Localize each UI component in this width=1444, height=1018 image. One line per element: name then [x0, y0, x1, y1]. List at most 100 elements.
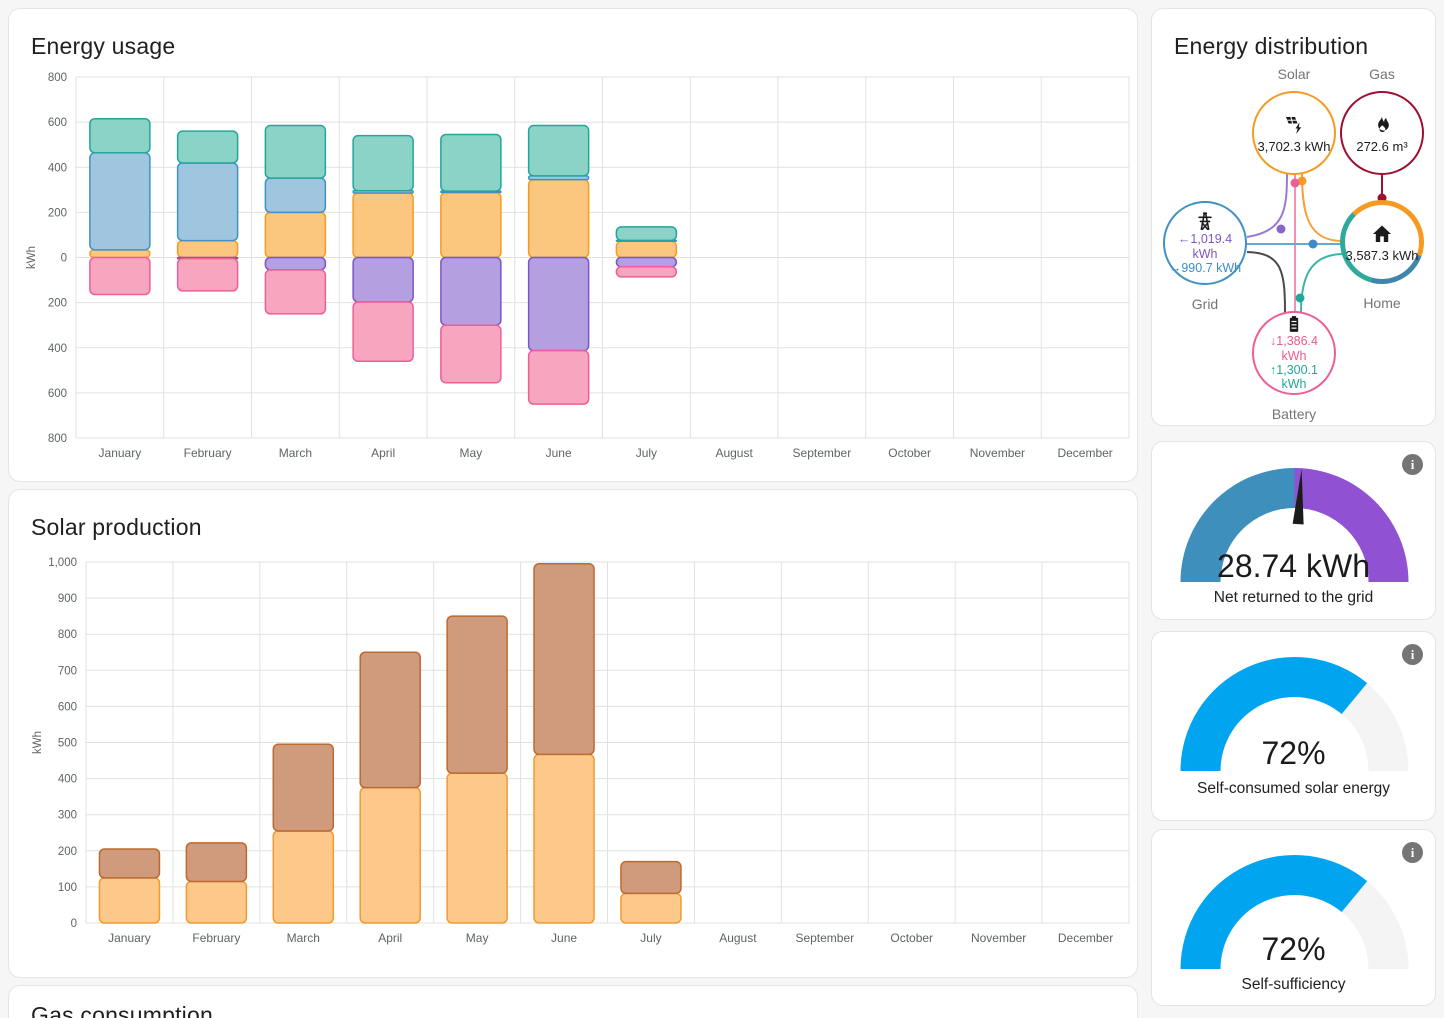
svg-text:200: 200	[58, 846, 77, 858]
self-consumed-gauge	[1180, 657, 1409, 771]
grid-import-value: →990.7 kWh	[1168, 261, 1242, 276]
grid-node-label: Grid	[1191, 296, 1219, 312]
svg-text:June: June	[546, 446, 572, 460]
flow-dot-battery-charge	[1290, 178, 1300, 188]
svg-text:July: July	[636, 446, 657, 460]
svg-text:July: July	[640, 931, 661, 945]
svg-text:600: 600	[58, 701, 77, 713]
svg-text:300: 300	[58, 810, 77, 822]
svg-text:September: September	[795, 931, 854, 945]
svg-text:November: November	[970, 446, 1025, 460]
gas-consumption-title: Gas consumption	[31, 1002, 213, 1018]
self-sufficiency-gauge-card: i 72% Self-sufficiency	[1151, 829, 1436, 1006]
flow-dot-return	[1276, 224, 1286, 234]
svg-text:500: 500	[58, 738, 77, 750]
net-returned-label: Net returned to the grid	[1213, 589, 1374, 606]
svg-text:700: 700	[58, 665, 77, 677]
self-consumed-value: 72%	[1261, 735, 1326, 771]
info-icon[interactable]: i	[1402, 454, 1423, 475]
svg-text:1,000: 1,000	[48, 557, 77, 569]
svg-text:September: September	[793, 446, 852, 460]
svg-text:March: March	[279, 446, 312, 460]
svg-text:100: 100	[58, 882, 77, 894]
gas-node[interactable]: Gas 272.6 m³	[1340, 66, 1424, 175]
solar-production-title: Solar production	[31, 514, 202, 540]
solar-node[interactable]: Solar 3,702.3 kWh	[1252, 66, 1336, 175]
self-sufficiency-label: Self-sufficiency	[1241, 976, 1346, 993]
solar-panel-icon	[1286, 116, 1302, 134]
svg-text:600: 600	[48, 117, 67, 129]
fire-icon	[1378, 115, 1389, 132]
svg-text:0: 0	[71, 918, 77, 930]
svg-text:200: 200	[48, 207, 67, 219]
gas-node-label: Gas	[1369, 66, 1395, 82]
gas-node-value: 272.6 m³	[1356, 138, 1408, 154]
svg-text:200: 200	[48, 298, 67, 310]
svg-text:December: December	[1058, 931, 1113, 945]
flow-dot-grid	[1308, 239, 1318, 249]
svg-text:900: 900	[58, 593, 77, 605]
energy-usage-card: Energy usage 800 600 400 200 0 200 400 600 800 Ja…	[8, 8, 1138, 482]
solar-production-chart[interactable]: 0 100 200 300 400 500 600 700 800 900 1,000 January…	[9, 490, 1137, 977]
solar-node-label: Solar	[1277, 66, 1311, 82]
svg-text:kWh: kWh	[32, 731, 44, 754]
home-node-label: Home	[1363, 295, 1401, 311]
svg-text:400: 400	[48, 162, 67, 174]
grid-node[interactable]: ←1,019.4 kWh →990.7 kWh Grid	[1163, 201, 1247, 312]
svg-text:August: August	[715, 446, 753, 460]
svg-text:January: January	[99, 446, 142, 460]
svg-text:April: April	[378, 931, 402, 945]
home-node[interactable]: 3,587.3 kWh Home	[1340, 200, 1424, 311]
flow-dot-solar	[1297, 176, 1307, 186]
solar-node-value: 3,702.3 kWh	[1257, 138, 1331, 154]
home-node-value: 3,587.3 kWh	[1345, 247, 1419, 263]
battery-node[interactable]: ↓1,386.4 kWh ↑1,300.1 kWh Battery	[1252, 311, 1336, 422]
svg-text:November: November	[971, 931, 1026, 945]
flow-grid-to-battery	[1246, 251, 1286, 314]
svg-text:600: 600	[48, 388, 67, 400]
net-returned-gauge	[1180, 468, 1409, 582]
info-icon[interactable]: i	[1402, 842, 1423, 863]
flow-solar-to-grid	[1246, 172, 1288, 238]
svg-text:August: August	[719, 931, 757, 945]
svg-text:December: December	[1057, 446, 1112, 460]
self-consumed-gauge-card: i 72% Self-consumed solar energy	[1151, 631, 1436, 821]
svg-text:kWh: kWh	[26, 246, 38, 269]
svg-text:January: January	[108, 931, 151, 945]
svg-text:June: June	[551, 931, 577, 945]
svg-text:400: 400	[58, 774, 77, 786]
net-returned-value: 28.74 kWh	[1217, 548, 1370, 584]
svg-text:0: 0	[61, 253, 67, 265]
home-icon	[1373, 225, 1391, 242]
energy-distribution-title: Energy distribution	[1174, 33, 1369, 59]
svg-text:April: April	[371, 446, 395, 460]
svg-text:May: May	[460, 446, 483, 460]
self-consumed-label: Self-consumed solar energy	[1197, 780, 1390, 797]
battery-node-label: Battery	[1271, 406, 1317, 422]
svg-text:800: 800	[48, 433, 67, 445]
gas-consumption-card: Gas consumption	[8, 985, 1138, 1018]
svg-text:400: 400	[48, 343, 67, 355]
flow-battery-to-home	[1300, 253, 1343, 314]
net-returned-gauge-card: i 28.74 kWh Net returned to the grid	[1151, 441, 1436, 620]
battery-icon	[1289, 316, 1299, 333]
battery-charged-value: ↓1,386.4 kWh	[1270, 334, 1318, 363]
self-sufficiency-value: 72%	[1261, 931, 1326, 967]
transmission-tower-icon	[1198, 212, 1212, 231]
svg-text:February: February	[192, 931, 240, 945]
svg-text:February: February	[184, 446, 232, 460]
energy-usage-title: Energy usage	[31, 33, 176, 59]
self-sufficiency-gauge	[1180, 855, 1409, 969]
svg-text:October: October	[888, 446, 931, 460]
battery-discharged-value: ↑1,300.1 kWh	[1270, 363, 1318, 392]
info-icon[interactable]: i	[1402, 644, 1423, 665]
svg-text:May: May	[466, 931, 489, 945]
solar-production-card: Solar production 0 100 200 300 400 500 600 700 8…	[8, 489, 1138, 978]
svg-text:March: March	[287, 931, 320, 945]
energy-distribution-card: Energy distribution Solar	[1151, 8, 1436, 426]
svg-text:800: 800	[48, 72, 67, 84]
flow-solar-to-home	[1301, 172, 1343, 242]
energy-usage-chart[interactable]: 800 600 400 200 0 200 400 600 800 January February…	[9, 9, 1137, 481]
grid-export-value: ←1,019.4 kWh	[1177, 232, 1233, 261]
